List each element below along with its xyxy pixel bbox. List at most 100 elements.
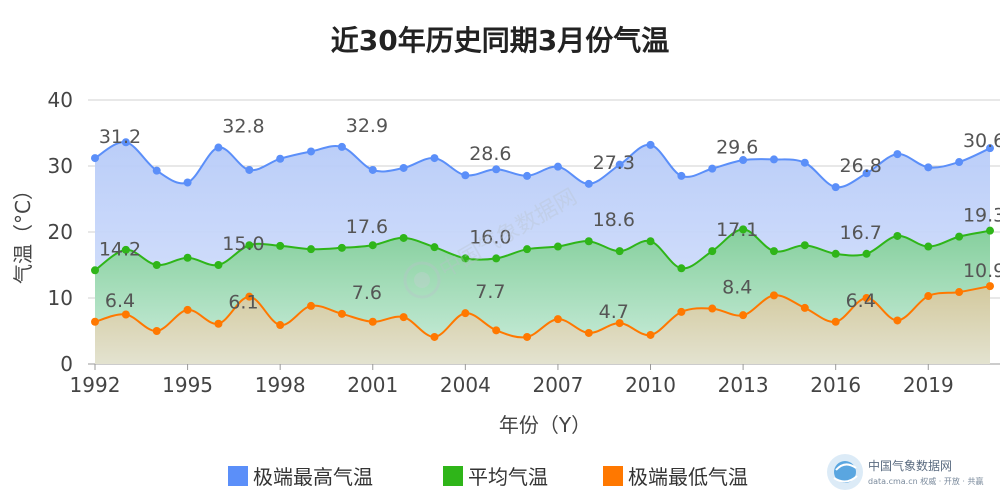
series-max-point-2012 <box>708 164 717 173</box>
series-mean-data-label: 16.7 <box>840 222 882 244</box>
y-tick-label: 30 <box>48 154 73 178</box>
series-min-data-label: 10.9 <box>963 260 1000 282</box>
x-tick-label: 2010 <box>625 373 676 397</box>
y-tick-label: 20 <box>48 220 73 244</box>
series-min-legend-label: 极端最低气温 <box>628 465 748 489</box>
series-max-point-2001 <box>368 165 377 174</box>
series-mean-point-1999 <box>307 245 316 254</box>
series-mean-data-label: 15.0 <box>222 233 264 255</box>
series-min-point-2011 <box>677 307 686 316</box>
series-max-data-label: 28.6 <box>469 143 511 165</box>
watermark-brand: 中国气象数据网 data.cma.cn 权威 · 开放 · 共赢 <box>827 454 983 490</box>
series-max-point-1997 <box>245 165 254 174</box>
series-min-point-1998 <box>276 321 285 330</box>
data-labels: 31.2 32.8 32.9 28.6 27.3 29.6 26.8 30.6 14.2 15.0… <box>99 115 1000 323</box>
series-mean-point-2020 <box>955 232 964 241</box>
series-max-point-2000 <box>337 142 346 151</box>
series-min-point-1996 <box>214 319 223 328</box>
series-min-point-2016 <box>831 317 840 326</box>
series-max-point-2013 <box>739 156 748 165</box>
series-min-data-label: 7.6 <box>352 282 382 304</box>
x-tick-label: 2007 <box>532 373 583 397</box>
series-min-data-label: 6.4 <box>105 290 135 312</box>
x-tick-label: 1998 <box>255 373 306 397</box>
series-mean-point-1994 <box>152 261 161 269</box>
series-max-point-2018 <box>893 150 902 159</box>
series-max-point-1992 <box>91 154 99 163</box>
series-mean-point-2006 <box>523 245 532 254</box>
series-max-data-label: 30.6 <box>963 130 1000 152</box>
series-mean-point-2017 <box>862 249 871 258</box>
series-max-point-2002 <box>399 163 408 172</box>
series-min-point-2021 <box>986 282 994 291</box>
series-mean-point-2019 <box>924 242 933 251</box>
series-mean-point-2009 <box>615 247 624 256</box>
series-max-data-label: 32.9 <box>346 115 388 137</box>
series-mean-data-label: 18.6 <box>593 209 635 231</box>
series-max-point-2014 <box>769 155 778 164</box>
series-min-point-1995 <box>183 305 192 314</box>
series-mean-point-2014 <box>769 247 778 256</box>
series-min-data-label: 8.4 <box>722 277 752 299</box>
series-min-point-1993 <box>121 310 130 319</box>
series-min-legend-swatch <box>603 466 623 486</box>
series-mean-point-2002 <box>399 233 408 242</box>
series-max-point-1994 <box>152 166 161 175</box>
series-min-point-2019 <box>924 292 933 301</box>
series-max-legend-label: 极端最高气温 <box>253 465 373 489</box>
x-tick-label: 2016 <box>810 373 861 397</box>
x-tick-label: 2001 <box>347 373 398 397</box>
series-min-point-2014 <box>769 291 778 300</box>
series-max-point-2008 <box>584 179 593 188</box>
x-tick-label: 1992 <box>70 373 121 397</box>
series-mean-point-2018 <box>893 231 902 240</box>
series-max-point-2017 <box>862 169 871 178</box>
series-max-point-2005 <box>492 165 501 174</box>
series-max-point-1998 <box>276 154 285 163</box>
series-mean-point-1995 <box>183 253 192 262</box>
series-min-point-2010 <box>646 330 655 339</box>
series-mean-point-2003 <box>430 243 439 252</box>
x-axis-ticks: 1992 1995 1998 2001 2004 2007 2010 2013 2016 2019 <box>70 364 954 397</box>
series-min-point-2012 <box>708 304 717 313</box>
series-min-point-1992 <box>91 317 99 326</box>
x-axis-label: 年份（Y） <box>499 413 591 437</box>
series-max-point-2015 <box>800 158 809 167</box>
series-max-point-2016 <box>831 183 840 192</box>
series-max-point-2007 <box>553 162 562 171</box>
series-max-point-2010 <box>646 140 655 149</box>
y-axis-label: 气温（°C） <box>11 180 35 284</box>
series-max-data-label: 31.2 <box>99 126 141 148</box>
series-min-point-1994 <box>152 327 161 335</box>
series-max-point-2011 <box>677 171 686 180</box>
series-mean-point-2000 <box>337 243 346 252</box>
series-max-data-label: 29.6 <box>716 137 758 159</box>
series-max-data-label: 32.8 <box>222 116 264 138</box>
series-min-point-2013 <box>739 311 748 320</box>
series-max-point-1999 <box>307 147 316 156</box>
series-max-data-label: 27.3 <box>593 152 635 174</box>
series-mean-point-2013 <box>739 225 748 234</box>
watermark-brand-name: 中国气象数据网 <box>868 458 952 473</box>
series-mean-point-1998 <box>276 241 285 250</box>
series-min-point-2007 <box>553 315 562 324</box>
series-mean-data-label: 17.6 <box>346 216 388 238</box>
watermark-url-line: data.cma.cn 权威 · 开放 · 共赢 <box>868 476 983 486</box>
series-mean-point-2016 <box>831 249 840 258</box>
series-max-point-2003 <box>430 154 439 163</box>
series-min-point-1999 <box>307 301 316 310</box>
series-mean-data-label: 16.0 <box>469 226 511 248</box>
series-mean-point-2008 <box>584 237 593 246</box>
series-mean-point-2021 <box>986 226 994 235</box>
x-tick-label: 2019 <box>903 373 954 397</box>
series-min-point-2003 <box>430 332 439 341</box>
y-tick-label: 0 <box>60 352 73 376</box>
y-tick-label: 10 <box>48 286 73 310</box>
series-mean-point-2007 <box>553 242 562 251</box>
series-min-point-2020 <box>955 288 964 297</box>
series-min-point-2002 <box>399 313 408 322</box>
y-tick-label: 40 <box>48 88 73 112</box>
series-min-area <box>95 286 990 364</box>
series-min-data-label: 4.7 <box>599 301 629 323</box>
series-min-point-2009 <box>615 319 624 328</box>
